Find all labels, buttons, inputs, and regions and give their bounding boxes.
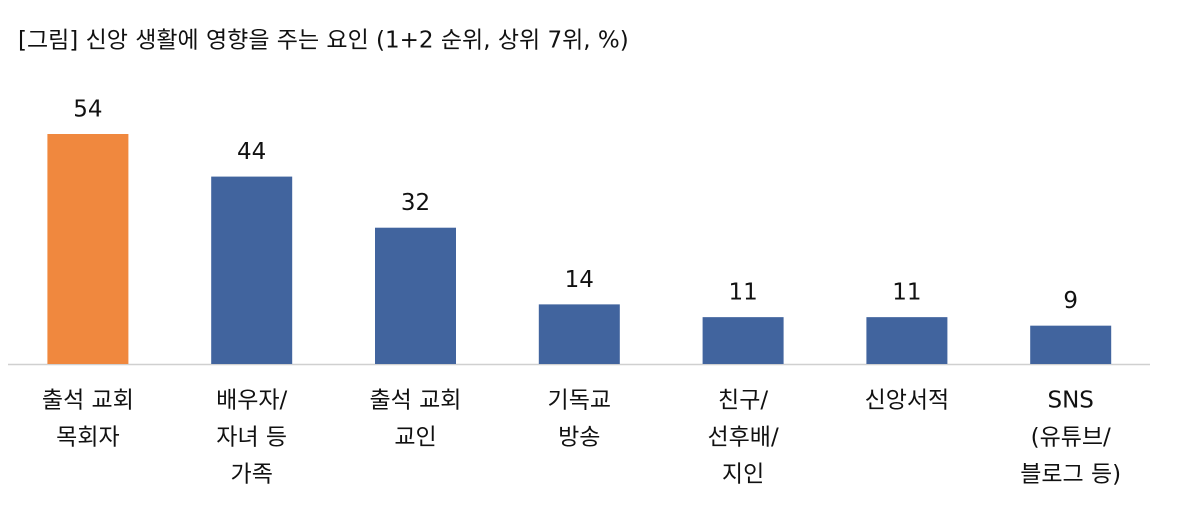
- x-tick-label: 지인: [722, 462, 764, 488]
- x-tick-label: 출석 교회: [370, 388, 462, 414]
- x-tick-label: 목회자: [56, 425, 119, 451]
- x-tick-label: 자녀 등: [216, 425, 287, 451]
- x-tick-label: 방송: [558, 425, 600, 451]
- x-tick-label: 블로그 등): [1020, 462, 1121, 488]
- value-label: 44: [237, 139, 266, 165]
- value-label: 11: [892, 280, 921, 306]
- bar: [1030, 325, 1112, 364]
- value-label: 14: [565, 267, 594, 293]
- x-tick-label: 기독교: [548, 388, 611, 414]
- bar: [538, 304, 620, 364]
- value-label: 32: [401, 190, 430, 216]
- x-tick-label: 교인: [394, 425, 436, 451]
- x-tick-label: 가족: [231, 462, 273, 488]
- value-label: 9: [1063, 288, 1078, 314]
- value-label: 54: [73, 97, 102, 123]
- chart-title: [그림] 신앙 생활에 영향을 주는 요인 (1+2 순위, 상위 7위, %): [18, 28, 629, 54]
- bar: [47, 134, 129, 364]
- x-tick-label: 배우자/: [216, 388, 287, 414]
- bar: [375, 227, 456, 364]
- x-tick-label: 출석 교회: [42, 388, 134, 414]
- bar: [702, 317, 784, 364]
- x-tick-label: 신앙서적: [865, 388, 950, 414]
- value-label: 11: [728, 280, 757, 306]
- x-tick-label: 친구/: [718, 388, 768, 414]
- bar: [211, 176, 293, 364]
- x-tick-label: SNS: [1047, 388, 1093, 414]
- bar: [866, 317, 948, 364]
- x-tick-label: 선후배/: [707, 425, 778, 451]
- x-tick-label: (유튜브/: [1031, 425, 1111, 451]
